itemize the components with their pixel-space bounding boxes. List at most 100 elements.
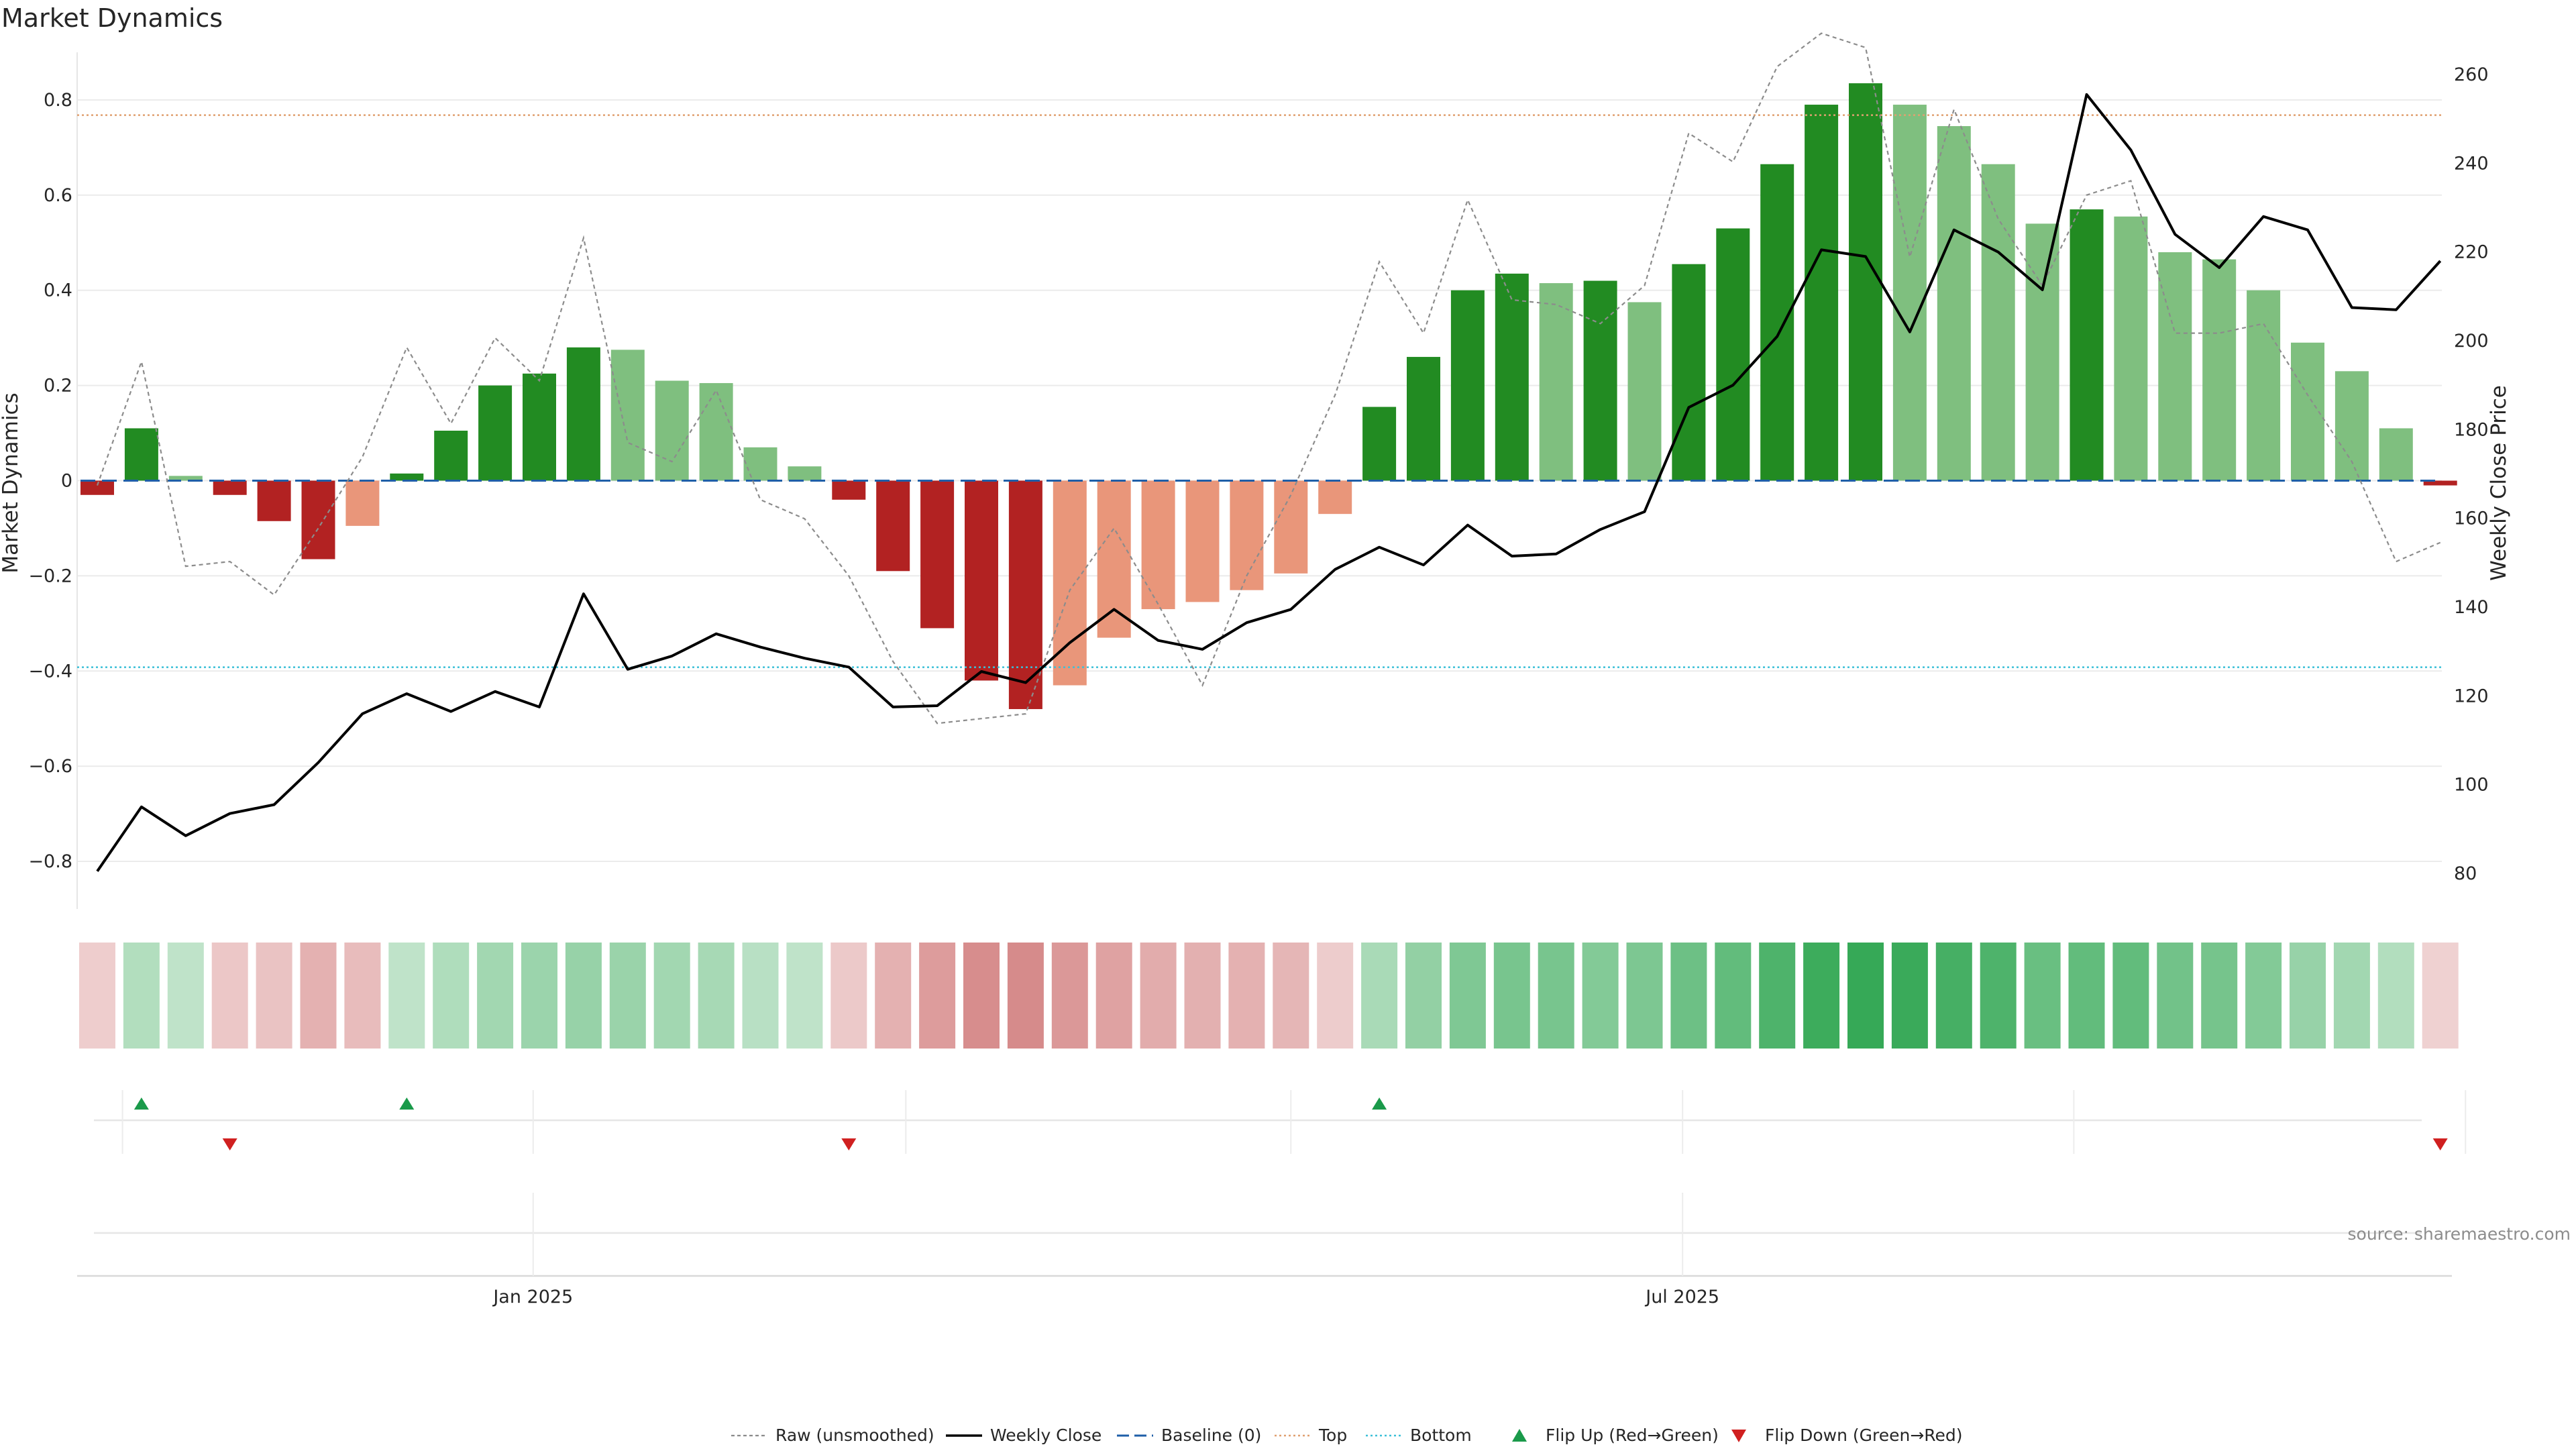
bar	[2247, 290, 2281, 481]
bar	[566, 347, 600, 481]
y-axis-ticks: −0.8 −0.6 −0.4 −0.2 0 0.2 0.4 0.6 0.8	[28, 90, 72, 872]
bar	[743, 447, 777, 481]
heat-cell	[1228, 943, 1265, 1049]
heat-cell	[2377, 943, 2414, 1049]
bar	[1141, 480, 1175, 610]
y-tick-label: −0.6	[28, 756, 72, 777]
heat-cell	[344, 943, 381, 1049]
y-tick-label: 0.2	[44, 376, 72, 396]
y-axis-title: Market Dynamics	[0, 392, 23, 573]
heat-cell	[1670, 943, 1707, 1049]
y-tick-label: −0.8	[28, 851, 72, 872]
heat-cell	[1935, 943, 1972, 1049]
heat-cell	[2333, 943, 2370, 1049]
bar	[965, 480, 998, 681]
bar	[1008, 480, 1042, 710]
flip-down-marker	[841, 1138, 857, 1150]
bar	[1407, 357, 1440, 481]
flip-markers	[94, 1090, 2467, 1154]
heat-cell	[79, 943, 115, 1049]
bar	[434, 431, 468, 481]
heat-cell	[1493, 943, 1530, 1049]
bar	[1539, 283, 1573, 481]
bar	[1805, 105, 1839, 481]
heat-cell	[919, 943, 956, 1049]
bar	[1450, 290, 1485, 481]
heat-cell	[477, 943, 514, 1049]
legend-item: Flip Down (Green→Red)	[1731, 1426, 1963, 1445]
legend-label: Raw (unsmoothed)	[775, 1426, 934, 1445]
legend-label: Baseline (0)	[1161, 1426, 1261, 1445]
bar	[1318, 480, 1352, 515]
heat-cell	[1847, 943, 1884, 1049]
bar	[2114, 216, 2148, 481]
bar	[1892, 105, 1927, 481]
bar	[1230, 480, 1264, 590]
heat-cell	[1715, 943, 1752, 1049]
bar	[2158, 252, 2192, 481]
heat-cell	[742, 943, 779, 1049]
bar	[1672, 264, 1706, 481]
heat-cell	[211, 943, 248, 1049]
y2-tick-label: 100	[2454, 775, 2489, 796]
y2-axis-title: Weekly Close Price	[2487, 385, 2511, 581]
bar	[1760, 164, 1794, 481]
bar	[1362, 407, 1397, 481]
heat-cell	[2290, 943, 2326, 1049]
heat-cell	[1405, 943, 1442, 1049]
heat-cell	[2157, 943, 2194, 1049]
bar	[345, 480, 380, 526]
y-tick-label: 0.8	[44, 90, 72, 111]
y2-tick-label: 240	[2454, 153, 2489, 174]
bar	[2379, 428, 2413, 481]
bar	[478, 385, 513, 481]
heat-cell	[1759, 943, 1796, 1049]
y-tick-label: −0.2	[28, 566, 72, 586]
bar	[832, 480, 866, 500]
bar	[1274, 480, 1308, 574]
legend-label: Flip Down (Green→Red)	[1765, 1426, 1963, 1445]
x-axis: Jan 2025 Jul 2025	[77, 1193, 2452, 1307]
raw-series-line	[96, 32, 2441, 724]
heat-cell	[2112, 943, 2149, 1049]
heat-cell	[1626, 943, 1663, 1049]
legend-item: Baseline (0)	[1117, 1426, 1261, 1445]
bar	[257, 480, 291, 521]
y2-tick-label: 160	[2454, 508, 2489, 529]
legend-item: Weekly Close	[946, 1426, 1102, 1445]
x-tick-label: Jan 2025	[492, 1287, 573, 1307]
bar	[301, 480, 335, 559]
heat-cell	[1140, 943, 1177, 1049]
y2-tick-label: 260	[2454, 64, 2489, 85]
heat-cell	[2422, 943, 2459, 1049]
heat-cell	[875, 943, 912, 1049]
y2-tick-label: 120	[2454, 686, 2489, 706]
source-note: source: sharemaestro.com	[2348, 1224, 2571, 1244]
heat-cell	[1538, 943, 1574, 1049]
bar	[610, 350, 645, 481]
bar	[213, 480, 247, 495]
legend: Raw (unsmoothed) Weekly Close Baseline (0)…	[731, 1426, 1963, 1445]
bar	[655, 380, 689, 481]
bar	[2025, 223, 2059, 481]
heat-cell	[1095, 943, 1132, 1049]
chart-title: Market Dynamics	[1, 3, 223, 33]
flip-down-marker	[2432, 1138, 2448, 1150]
legend-label: Top	[1318, 1426, 1347, 1445]
bar	[1495, 273, 1529, 481]
y2-tick-label: 140	[2454, 597, 2489, 618]
bar	[1627, 302, 1662, 481]
bar	[1937, 125, 1971, 481]
heat-cell	[1803, 943, 1840, 1049]
heat-cell	[963, 943, 1000, 1049]
flip-up-marker	[1372, 1097, 1387, 1110]
bar	[2070, 209, 2104, 481]
heat-cell	[2201, 943, 2238, 1049]
heat-cell	[1007, 943, 1044, 1049]
bar	[523, 373, 556, 481]
y-tick-label: 0.4	[44, 280, 72, 301]
bar	[124, 428, 158, 481]
heat-cell	[167, 943, 204, 1049]
legend-item: Flip Up (Red→Green)	[1512, 1426, 1719, 1445]
y2-tick-label: 180	[2454, 419, 2489, 440]
